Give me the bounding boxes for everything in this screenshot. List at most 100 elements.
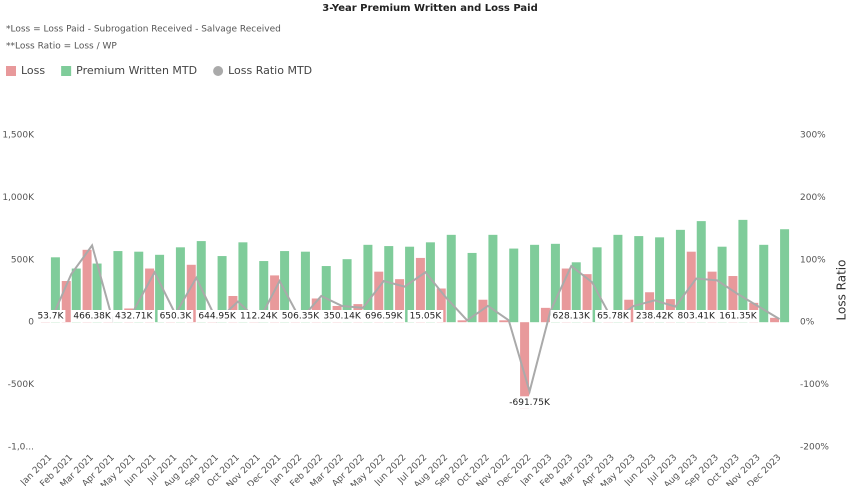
bar (145, 268, 155, 323)
bar (499, 320, 509, 323)
annotation: 161.35K (719, 312, 757, 322)
annotation: 466.38K (73, 312, 111, 322)
annotation-bg (196, 310, 238, 322)
bar (113, 251, 123, 323)
bar (738, 219, 748, 323)
bar (550, 243, 560, 323)
annotation: 112.24K (240, 312, 278, 322)
annotation: 644.95K (198, 312, 236, 322)
bar (61, 281, 71, 323)
bar (436, 288, 446, 323)
bar (780, 229, 790, 323)
bar (425, 242, 435, 323)
bar (770, 317, 780, 323)
bar (384, 246, 394, 323)
bar (196, 241, 206, 323)
annotation-bg (71, 310, 113, 322)
bar (478, 299, 488, 323)
bar (696, 221, 706, 323)
bar (520, 322, 530, 409)
bar (655, 237, 665, 323)
bar (571, 262, 581, 323)
legend-label: Loss (21, 64, 45, 77)
annotation-bg (157, 310, 194, 322)
bar (540, 307, 550, 323)
annotation: 65.78K (597, 312, 630, 322)
bar (530, 244, 540, 323)
bar (728, 276, 738, 323)
bar (71, 268, 81, 323)
bar (50, 257, 60, 323)
bar (561, 268, 571, 323)
legend-swatch (213, 66, 224, 76)
annotation: 650.3K (160, 312, 193, 322)
annotation-bg (35, 310, 66, 322)
bar (509, 248, 519, 323)
note: **Loss Ratio = Loss / WP (6, 42, 117, 52)
bar (457, 320, 467, 323)
annotation: 432.71K (115, 312, 153, 322)
bar (405, 246, 415, 323)
bar (759, 244, 769, 323)
bar (92, 263, 102, 323)
y-tick-label: -500K (8, 380, 35, 390)
bar (592, 247, 602, 323)
y2-tick-label: 0% (800, 318, 815, 328)
y-tick-label: 500K (11, 255, 35, 265)
annotation-bg (507, 396, 552, 409)
bar (134, 251, 144, 323)
bar (280, 251, 290, 323)
bar (259, 261, 269, 323)
y2-axis-title: Loss Ratio (835, 260, 849, 321)
bar (238, 242, 248, 323)
y-tick-label: 0 (28, 318, 34, 328)
chart-title: 3-Year Premium Written and Loss Paid (322, 3, 538, 14)
y2-tick-label: 200% (800, 193, 826, 203)
bar (467, 252, 477, 323)
legend-swatch (6, 66, 16, 76)
annotation: 696.59K (365, 312, 403, 322)
bar (175, 247, 185, 323)
bar (363, 244, 373, 323)
annotation: -691.75K (509, 398, 551, 408)
annotation-bg (717, 310, 759, 322)
annotation: 238.42K (636, 312, 674, 322)
annotation-bg (113, 310, 155, 322)
annotation: 350.14K (323, 312, 361, 322)
annotation-bg (675, 310, 717, 322)
bar (613, 234, 623, 323)
bar (342, 259, 352, 323)
bar (634, 236, 644, 323)
bar (270, 275, 280, 323)
legend-label: Premium Written MTD (76, 64, 197, 77)
bar (217, 256, 227, 323)
bar (321, 266, 331, 323)
bar (446, 234, 456, 323)
annotation: 53.7K (37, 312, 64, 322)
bar (300, 251, 310, 323)
y-tick-label: -1,0... (8, 443, 34, 453)
y2-tick-label: 100% (800, 255, 826, 265)
annotation-bg (238, 310, 280, 322)
annotation-bg (595, 310, 631, 322)
annotation: 803.41K (678, 312, 716, 322)
bar (82, 249, 92, 323)
line (49, 243, 781, 396)
legend-swatch (61, 66, 72, 76)
bar (707, 271, 717, 323)
bar (374, 271, 384, 323)
bar (488, 234, 498, 323)
annotation: 506.35K (282, 312, 320, 322)
y2-tick-label: -200% (800, 443, 829, 453)
y-tick-label: 1,500K (2, 131, 35, 141)
y2-tick-label: 300% (800, 131, 826, 141)
annotation: 628.13K (553, 312, 591, 322)
bar (228, 295, 238, 323)
annotation-bg (321, 310, 363, 322)
annotation: 15.05K (410, 312, 443, 322)
annotation-bg (550, 310, 592, 322)
y-tick-label: 1,000K (2, 193, 35, 203)
note: *Loss = Loss Paid - Subrogation Received… (6, 25, 281, 35)
legend-label: Loss Ratio MTD (228, 64, 312, 77)
